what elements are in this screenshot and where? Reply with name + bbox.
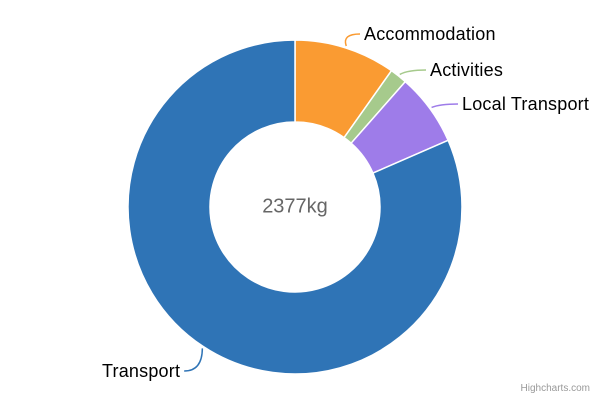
- connector-accommodation: [344, 33, 361, 47]
- slice-label-activities: Activities: [430, 60, 504, 80]
- connector-activities: [399, 69, 427, 76]
- pie-slice-transport[interactable]: [127, 39, 463, 375]
- connector-transport: [184, 348, 204, 372]
- highcharts-credit-link[interactable]: Highcharts.com: [520, 383, 590, 394]
- slice-label-accommodation: Accommodation: [364, 24, 496, 44]
- slice-label-local-transport: Local Transport: [462, 94, 590, 114]
- center-total-label: 2377kg: [262, 195, 328, 218]
- slice-label-transport: Transport: [102, 361, 181, 381]
- connector-local-transport: [431, 103, 459, 109]
